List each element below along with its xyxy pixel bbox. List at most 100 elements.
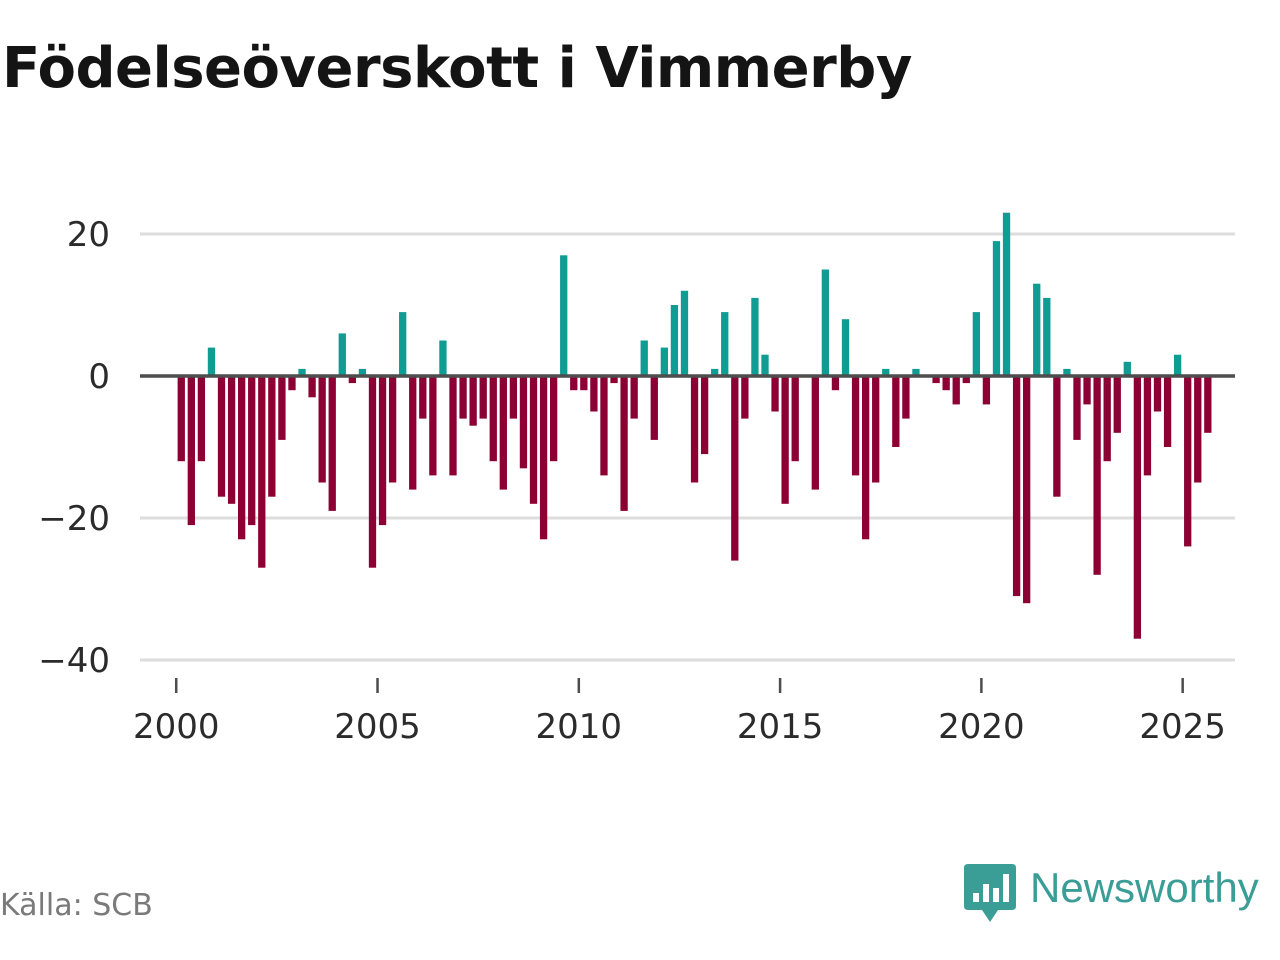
bar [409,376,417,490]
bar [851,376,860,476]
bar [982,376,991,405]
bar [499,376,507,490]
bar [1184,376,1192,547]
bar [781,376,789,504]
y-tick-label: −40 [38,641,110,681]
y-axis: 20 0 −20 −40 [38,215,110,681]
bar-chart: 20 0 −20 −40 2000 2005 2010 2015 2020 2025 [38,212,1235,747]
bar [248,376,256,526]
bar [821,269,830,376]
bar [1113,376,1121,433]
bar [469,376,477,426]
x-tick-label: 2025 [1139,707,1226,747]
bar [841,319,850,376]
bar [549,376,558,462]
bar [892,376,900,447]
bar [1063,368,1071,376]
bar [439,340,447,376]
bar [368,376,377,568]
bar [429,376,437,476]
bar [358,368,367,376]
bar [1103,376,1111,462]
bar [509,376,518,419]
bar [932,376,940,384]
bars [177,212,1212,639]
bar [1012,376,1021,597]
bar [328,376,336,511]
y-tick-label: 0 [88,357,110,397]
bar [962,376,970,384]
y-tick-label: −20 [38,499,110,539]
x-tick-label: 2005 [334,707,421,747]
newsworthy-logo-icon [964,864,1016,922]
bar [268,376,276,497]
y-tick-label: 20 [67,215,110,255]
bar [459,376,467,419]
bar [388,376,397,483]
bar [1023,376,1031,604]
bar [1204,376,1212,433]
bar [1123,361,1131,376]
bar [700,376,709,455]
bar [1083,376,1091,405]
bar [721,312,729,376]
bar [670,305,679,376]
bar [861,376,870,540]
bar [519,376,528,469]
bar [399,312,407,376]
bar [177,376,185,462]
bar [630,376,638,419]
bar [831,376,840,391]
x-axis: 2000 2005 2010 2015 2020 2025 [133,678,1226,747]
bar [238,376,246,540]
source-note: Källa: SCB [0,888,153,923]
bar [278,376,286,440]
bar [680,290,689,376]
bar [912,368,920,376]
bar [1133,376,1142,639]
bar [539,376,548,540]
bar [348,376,357,384]
bar [882,368,890,376]
bar [258,376,266,568]
gridlines [140,232,1235,662]
bar [1073,376,1081,440]
bar [1143,376,1152,476]
bar [761,354,769,376]
chart-title: Födelseöverskott i Vimmerby [2,36,912,101]
bar [580,376,588,391]
bar [489,376,497,462]
bar [992,241,1001,376]
x-tick-label: 2015 [737,707,824,747]
brand-name: Newsworthy [1030,864,1259,911]
bar [952,376,960,405]
bar [217,376,226,497]
bar [288,376,296,391]
bar [600,376,608,476]
bar [529,376,538,504]
bar [308,376,316,398]
bar [318,376,326,483]
bar [811,376,819,490]
bar [560,255,568,376]
bar [207,347,216,376]
bar [590,376,598,412]
bar [197,376,206,462]
bar [942,376,950,391]
bar [449,376,457,476]
bar [660,347,668,376]
x-tick-label: 2000 [133,707,220,747]
bar [902,376,910,419]
bar [872,376,880,483]
bar [570,376,578,391]
bar [650,376,658,440]
bar [338,333,346,376]
bar [1043,297,1051,376]
bar [751,297,759,376]
bar [731,376,739,561]
bar [479,376,487,419]
bar [972,312,980,376]
bar [419,376,427,419]
bar [711,368,719,376]
bar [690,376,699,483]
